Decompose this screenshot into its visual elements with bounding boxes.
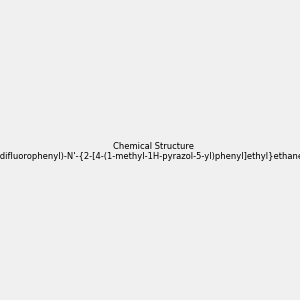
Text: Chemical Structure
N-(2,5-difluorophenyl)-N'-{2-[4-(1-methyl-1H-pyrazol-5-yl)phe: Chemical Structure N-(2,5-difluorophenyl…	[0, 142, 300, 161]
